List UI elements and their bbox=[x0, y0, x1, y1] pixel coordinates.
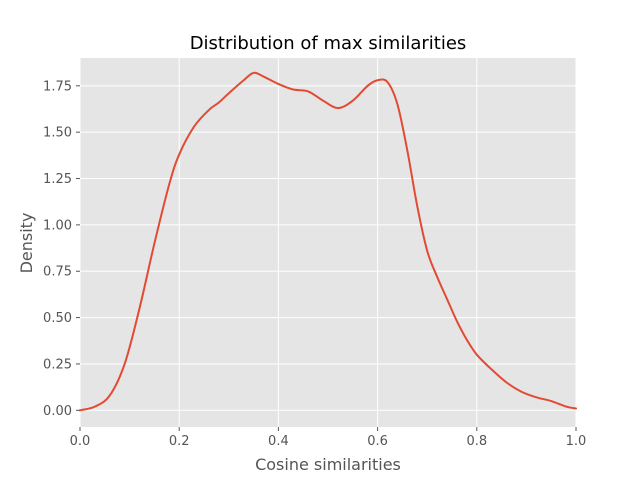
x-tick-label: 0.6 bbox=[367, 434, 388, 449]
y-tick-label: 1.25 bbox=[43, 172, 72, 187]
plot-area bbox=[80, 58, 576, 427]
x-tick-label: 0.0 bbox=[70, 434, 91, 449]
chart-title: Distribution of max similarities bbox=[190, 33, 467, 54]
y-tick-label: 0.50 bbox=[43, 311, 72, 326]
tick-labels: 0.0 0.2 0.4 0.6 0.8 1.0 0.00 0.25 0.50 0.75 1.00 1.… bbox=[43, 79, 586, 449]
x-tick-label: 0.8 bbox=[466, 434, 487, 449]
y-tick-label: 0.75 bbox=[43, 265, 72, 280]
x-tick-label: 1.0 bbox=[566, 434, 587, 449]
y-axis-label: Density bbox=[17, 213, 36, 274]
series-layer bbox=[79, 71, 577, 412]
y-tick-label: 0.25 bbox=[43, 357, 72, 372]
x-tick-label: 0.2 bbox=[169, 434, 190, 449]
y-tick-label: 0.00 bbox=[43, 404, 72, 419]
x-axis-label: Cosine similarities bbox=[255, 455, 401, 474]
x-tick-label: 0.4 bbox=[268, 434, 289, 449]
y-tick-label: 1.00 bbox=[43, 218, 72, 233]
grid-lines bbox=[79, 58, 577, 427]
density-curve bbox=[79, 71, 577, 412]
y-tick-label: 1.75 bbox=[43, 79, 72, 94]
y-tick-label: 1.50 bbox=[43, 126, 72, 141]
